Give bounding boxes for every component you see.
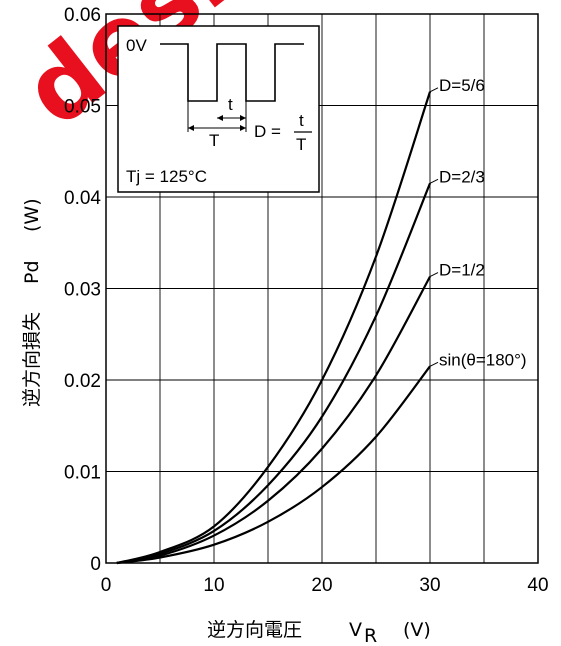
x-axis-unit: (V) xyxy=(403,619,431,641)
x-tick-label: 30 xyxy=(419,575,440,596)
series-label-leader xyxy=(429,87,439,93)
y-tick-label: 0.01 xyxy=(64,463,101,484)
inset-duty-label: D = xyxy=(254,122,281,141)
inset-T-arrow-left xyxy=(188,125,194,131)
inset-T-arrow-right xyxy=(240,125,246,131)
inset-frac-num: t xyxy=(299,111,304,130)
x-axis-title: 逆方向電圧 V R (V) xyxy=(207,619,431,646)
series-line xyxy=(116,365,431,565)
y-tick-label: 0 xyxy=(90,554,101,575)
series-label: sin(θ=180°) xyxy=(439,350,527,369)
plot-frame xyxy=(105,13,539,564)
inset-t-label: t xyxy=(228,95,233,114)
series-line xyxy=(116,91,432,565)
inset-T-label: T xyxy=(209,131,219,150)
inset-condition: Tj = 125°C xyxy=(126,167,207,186)
inset-t-arrow-right xyxy=(240,115,246,121)
y-axis-unit: (W) xyxy=(21,198,43,232)
x-axis-main: 逆方向電圧 xyxy=(207,619,302,641)
series-line xyxy=(116,182,432,565)
y-tick-label: 0.03 xyxy=(64,280,101,301)
inset-level-label: 0V xyxy=(126,36,147,55)
series-label-leader xyxy=(429,272,439,278)
y-tick-labels: 0 0.01 0.02 0.03 0.04 0.05 0.06 xyxy=(64,5,101,575)
series-label-leader xyxy=(429,361,439,367)
x-axis-symbol: V xyxy=(349,619,362,641)
x-tick-label: 40 xyxy=(527,575,548,596)
y-tick-label: 0.06 xyxy=(64,5,101,26)
x-tick-label: 0 xyxy=(101,575,112,596)
series-curves xyxy=(116,91,432,565)
series-label: D=5/6 xyxy=(439,76,485,95)
series-label: D=2/3 xyxy=(439,167,485,186)
x-axis-symbol-sub: R xyxy=(364,625,377,646)
series-label-leader xyxy=(429,178,439,184)
inset-frame xyxy=(117,25,320,193)
series-label: D=1/2 xyxy=(439,261,485,280)
y-tick-label: 0.04 xyxy=(64,188,101,209)
inset-frac-den: T xyxy=(296,135,306,154)
x-tick-label: 10 xyxy=(203,575,224,596)
y-axis-title: 逆方向損失 Pd (W) xyxy=(21,198,43,407)
series-line xyxy=(116,276,431,565)
x-tick-labels: 0 10 20 30 40 xyxy=(101,575,549,596)
y-tick-label: 0.02 xyxy=(64,371,101,392)
y-axis-main: 逆方向損失 xyxy=(21,312,43,407)
inset-waveform xyxy=(160,43,304,102)
y-axis-symbol: Pd xyxy=(21,260,43,284)
inset-t-arrow-left xyxy=(217,115,223,121)
y-tick-label: 0.05 xyxy=(64,97,101,118)
series-labels: D=5/6 D=2/3 D=1/2 sin(θ=180°) xyxy=(429,76,527,369)
x-tick-label: 20 xyxy=(311,575,332,596)
waveform-inset: 0V t T D = t T Tj = 125°C xyxy=(117,25,320,193)
